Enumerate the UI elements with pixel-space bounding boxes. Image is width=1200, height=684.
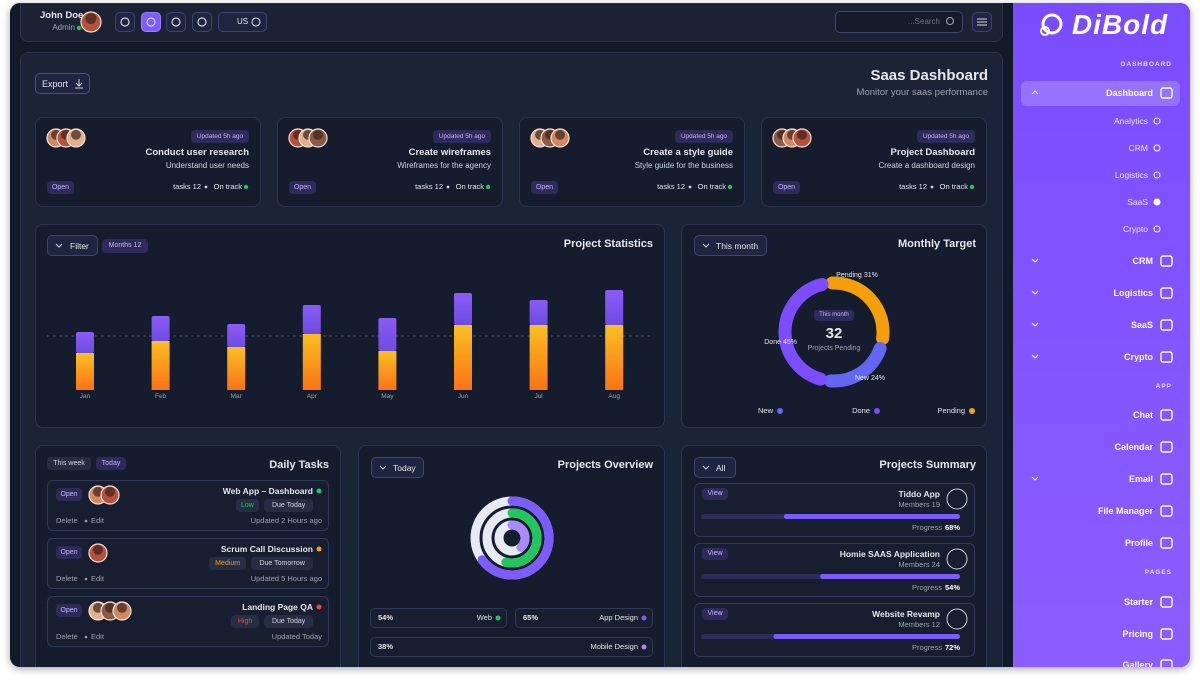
all-button[interactable] [694, 457, 736, 478]
priority-badge: High [230, 615, 260, 628]
icon-button[interactable] [192, 12, 212, 32]
filter-button[interactable] [47, 235, 98, 256]
status-badge: Open [56, 488, 82, 501]
project-row [694, 483, 975, 537]
project-row [694, 543, 975, 597]
status-badge: Open [531, 181, 558, 194]
status-badge: Open [56, 604, 82, 617]
priority-badge: Medium [208, 557, 247, 570]
view-badge[interactable]: View [702, 488, 728, 500]
icon-button[interactable] [141, 12, 161, 32]
due-badge: Due Today [264, 615, 313, 628]
legend-box [370, 608, 507, 628]
due-badge: Due Tomorrow [251, 557, 313, 570]
legend-box [515, 608, 653, 628]
sidebar [1013, 3, 1190, 667]
status-badge: Open [773, 181, 800, 194]
window: John Doe Admin US ...Search Export Saas Dashb… [10, 3, 1190, 667]
language-select[interactable] [218, 12, 267, 32]
months-badge: Months 12 [102, 239, 148, 253]
legend-box [370, 637, 653, 657]
search-box[interactable] [835, 11, 963, 33]
export-button[interactable] [35, 73, 90, 94]
updated-badge: Updated 5h ago [675, 130, 733, 143]
status-badge: Open [56, 546, 82, 559]
statistics-panel [35, 224, 665, 428]
updated-badge: Updated 5h ago [191, 130, 249, 143]
menu-button[interactable] [972, 12, 992, 32]
tab[interactable]: This week [47, 457, 91, 470]
priority-badge: Low [235, 499, 260, 512]
updated-badge: Updated 5h ago [433, 130, 491, 143]
status-badge: Open [289, 181, 316, 194]
overview-panel [358, 445, 665, 667]
status-badge: Open [47, 181, 74, 194]
updated-badge: Updated 5h ago [917, 130, 975, 143]
view-badge[interactable]: View [702, 608, 728, 620]
project-row [694, 603, 975, 657]
month-button[interactable] [694, 235, 767, 256]
due-badge: Due Today [264, 499, 313, 512]
nav-active [1021, 81, 1180, 106]
icon-button[interactable] [115, 12, 135, 32]
today-button[interactable] [371, 457, 424, 478]
view-badge[interactable]: View [702, 548, 728, 560]
icon-button[interactable] [166, 12, 186, 32]
center-label: This month [814, 310, 854, 321]
tab[interactable]: Today [96, 457, 126, 470]
